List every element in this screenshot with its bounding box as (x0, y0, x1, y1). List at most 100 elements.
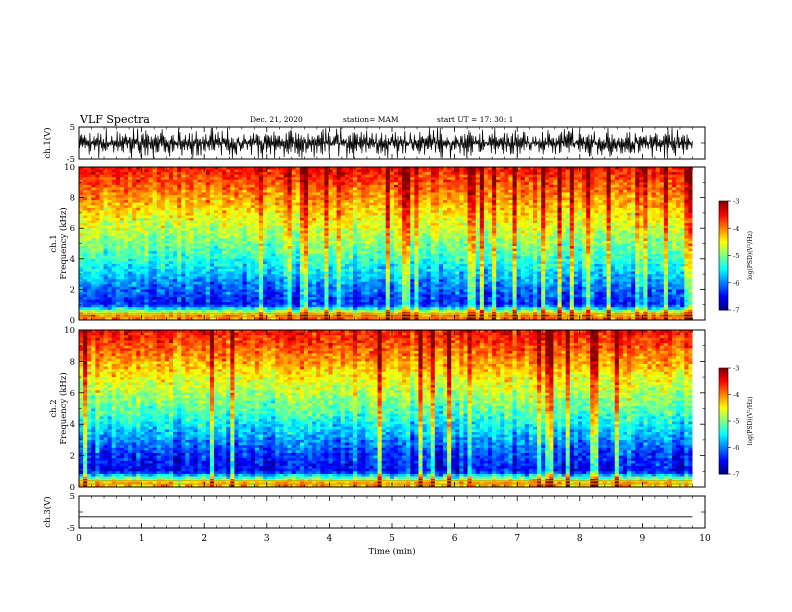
spectrogram-cell (508, 182, 513, 186)
spectrogram-cell (95, 169, 100, 173)
spectrogram-cell (667, 230, 673, 234)
spectrogram-cell (532, 200, 538, 204)
spectrogram-cell (561, 169, 567, 173)
spectrogram-cell (393, 177, 399, 181)
spectrogram-cell (242, 184, 248, 188)
spectrogram-cell (500, 184, 505, 188)
spectrogram-cell (316, 230, 321, 234)
spectrogram-cell (164, 192, 170, 196)
spectrogram-cell (250, 233, 256, 237)
spectrogram-cell (553, 225, 558, 229)
spectrogram-cell (242, 179, 248, 183)
spectrogram-cell (263, 228, 268, 232)
spectrogram-cell (287, 215, 293, 219)
spectrogram-cell (561, 248, 567, 252)
spectrogram-cell (320, 235, 325, 239)
spectrogram-cell (430, 246, 436, 249)
spectrogram-cell (238, 212, 243, 216)
spectrogram-cell (348, 248, 354, 252)
spectrogram-cell (541, 177, 546, 181)
spectrogram-cell (168, 246, 174, 249)
spectrogram-cell (91, 200, 96, 204)
spectrogram-cell (451, 179, 456, 183)
spectrogram-cell (610, 179, 616, 183)
spectrogram-cell (663, 187, 669, 191)
spectrogram-cell (95, 235, 100, 239)
spectrogram-cell (651, 243, 657, 247)
spectrogram-cell (353, 207, 358, 211)
spectrogram-cell (164, 207, 170, 211)
spectrogram-cell (303, 167, 309, 170)
spectrogram-cell (115, 251, 121, 255)
spectrogram-cell (586, 207, 591, 211)
spectrogram-cell (504, 179, 509, 183)
spectrogram-cell (627, 218, 632, 221)
spectrogram-cell (398, 192, 403, 196)
spectrogram-cell (381, 223, 387, 227)
spectrogram-cell (365, 189, 370, 193)
spectrogram-cell (663, 246, 669, 249)
spectrogram-cell (381, 187, 387, 191)
spectrogram-cell (688, 189, 693, 193)
spectrogram-cell (667, 177, 673, 181)
spectrogram-cell (475, 169, 481, 173)
spectrogram-cell (443, 248, 448, 252)
spectrogram-cell (320, 189, 325, 193)
spectrogram-cell (438, 167, 444, 170)
spectrogram-cell (254, 189, 260, 193)
spectrogram-cell (295, 192, 301, 196)
spectrogram-cell (189, 233, 194, 237)
spectrogram-cell (189, 182, 194, 186)
spectrogram-cell (160, 210, 166, 214)
spectrogram-cell (520, 212, 526, 216)
spectrogram-cell (279, 228, 284, 232)
spectrogram-cell (631, 212, 636, 216)
spectrogram-cell (467, 238, 473, 242)
spectrogram-cell (524, 220, 530, 224)
spectrogram-cell (254, 172, 260, 176)
spectrogram-cell (443, 205, 448, 209)
spectrogram-cell (643, 200, 648, 204)
spectrogram-cell (651, 189, 657, 193)
spectrogram-cell (402, 233, 407, 237)
spectrogram-cell (91, 182, 96, 186)
spectrogram-cell (177, 212, 182, 216)
spectrogram-cell (91, 195, 96, 198)
spectrogram-cell (152, 177, 158, 181)
spectrogram-cell (451, 212, 456, 216)
spectrogram-cell (463, 195, 468, 198)
spectrogram-cell (230, 225, 235, 229)
spectrogram-cell (659, 179, 665, 183)
spectrogram-cell (532, 240, 538, 244)
spectrogram-cell (524, 240, 530, 244)
spectrogram-cell (553, 233, 558, 237)
spectrogram-cell (590, 230, 595, 234)
spectrogram-cell (193, 233, 199, 237)
spectrogram-cell (267, 200, 272, 204)
spectrogram-cell (410, 228, 415, 232)
spectrogram-cell (144, 230, 149, 234)
spectrogram-cell (148, 246, 154, 249)
spectrogram-cell (283, 182, 288, 186)
spectrogram-cell (438, 174, 444, 178)
spectrogram-cell (385, 195, 391, 198)
spectrogram-cell (250, 230, 256, 234)
spectrogram-cell (610, 205, 616, 209)
spectrogram-cell (87, 218, 92, 221)
spectrogram-cell (402, 184, 407, 188)
spectrogram-cell (504, 218, 509, 221)
spectrogram-cell (520, 182, 526, 186)
spectrogram-cell (594, 215, 599, 219)
spectrogram-cell (111, 218, 117, 221)
spectrogram-cell (590, 240, 595, 244)
spectrogram-cell (487, 228, 493, 232)
spectrogram-cell (365, 207, 370, 211)
spectrogram-cell (434, 200, 440, 204)
spectrogram-cell (164, 184, 170, 188)
spectrogram-cell (283, 169, 288, 173)
spectrogram-cell (115, 230, 121, 234)
spectrogram-cell (295, 200, 301, 204)
spectrogram-cell (467, 223, 473, 227)
spectrogram-cell (115, 172, 121, 176)
spectrogram-cell (132, 169, 137, 173)
